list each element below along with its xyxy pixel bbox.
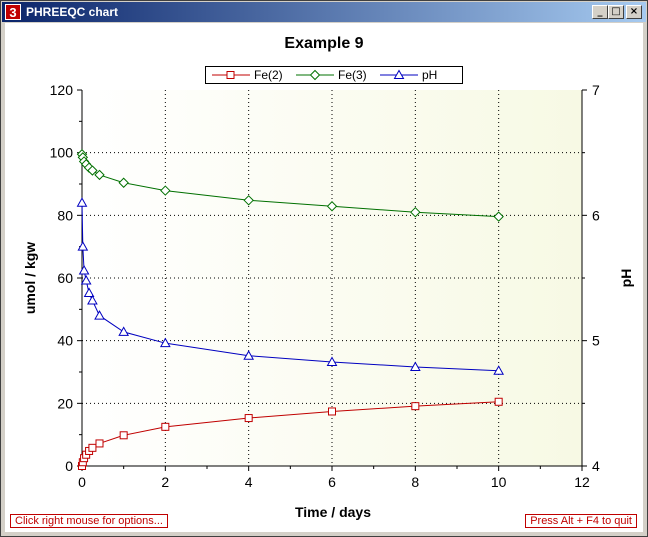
data-point-fe2: [161, 422, 170, 431]
y2-tick-label: 7: [592, 82, 600, 98]
y-tick-label: 100: [50, 145, 74, 161]
y2-axis-label: pH: [618, 268, 634, 288]
data-point-ph: [83, 287, 95, 298]
data-point-ph: [87, 295, 98, 305]
legend-label-fe3: Fe(3): [338, 68, 367, 82]
x-tick-label: 6: [328, 474, 336, 490]
data-point-ph: [409, 361, 421, 371]
data-point-ph: [78, 264, 90, 275]
maximize-button[interactable]: □: [608, 5, 624, 19]
data-point-ph: [118, 326, 130, 336]
y-axis-label: umol / kgw: [22, 241, 38, 315]
y-tick-label: 0: [65, 458, 73, 474]
data-point-fe2: [88, 443, 97, 452]
x-tick-label: 10: [491, 474, 507, 490]
data-point-fe2: [95, 439, 104, 448]
data-point-fe3: [94, 169, 105, 181]
x-tick-label: 8: [411, 474, 419, 490]
options-hint-button[interactable]: Click right mouse for options...: [10, 514, 168, 528]
data-point-ph: [493, 365, 505, 375]
data-point-ph: [77, 241, 89, 251]
quit-hint-button[interactable]: Press Alt + F4 to quit: [525, 514, 637, 528]
y2-tick-label: 6: [592, 207, 600, 223]
legend-label-ph: pH: [422, 68, 438, 82]
x-axis-label: Time / days: [294, 504, 372, 520]
legend-item-ph: pH: [378, 67, 458, 83]
legend-item-fe2: Fe(2): [210, 67, 290, 83]
data-point-ph: [243, 350, 255, 360]
data-point-fe3: [326, 201, 338, 212]
y2-tick-label: 5: [592, 333, 600, 349]
legend-item-fe3: Fe(3): [294, 67, 374, 83]
data-point-fe3: [160, 185, 171, 196]
window-title: PHREEQC chart: [26, 5, 119, 19]
data-point-ph: [326, 356, 338, 366]
y-tick-label: 120: [50, 82, 74, 98]
data-point-fe3: [243, 195, 254, 206]
x-tick-label: 2: [161, 474, 169, 490]
data-point-ph: [94, 310, 105, 320]
legend-label-fe2: Fe(2): [254, 68, 283, 82]
y-tick-label: 20: [57, 395, 73, 411]
phreeqc-app-icon[interactable]: 3: [5, 4, 21, 20]
data-point-fe2: [411, 402, 420, 411]
data-point-fe3: [493, 211, 504, 222]
data-point-fe2: [328, 407, 336, 416]
minimize-button[interactable]: _: [592, 5, 608, 19]
data-point-ph: [80, 274, 92, 285]
legend[interactable]: Fe(2) Fe(3) pH: [205, 66, 463, 84]
y2-tick-label: 4: [592, 458, 600, 474]
data-point-fe3: [118, 177, 129, 188]
x-tick-label: 0: [78, 474, 86, 490]
title-bar[interactable]: 3 PHREEQC chart _ □ ×: [2, 2, 646, 22]
data-point-fe3: [87, 165, 98, 176]
series-group: [76, 149, 505, 470]
y-tick-label: 60: [57, 270, 73, 286]
data-point-ph: [76, 197, 88, 207]
y-tick-label: 80: [57, 207, 73, 223]
data-point-fe2: [119, 431, 128, 440]
x-tick-label: 4: [245, 474, 253, 490]
data-point-fe2: [494, 397, 503, 406]
x-tick-label: 12: [574, 474, 590, 490]
data-point-fe3: [410, 206, 421, 218]
close-button[interactable]: ×: [626, 5, 642, 19]
data-point-ph: [159, 337, 171, 348]
y-tick-label: 40: [57, 333, 73, 349]
data-point-fe2: [244, 414, 253, 423]
chart-title: Example 9: [284, 35, 364, 52]
